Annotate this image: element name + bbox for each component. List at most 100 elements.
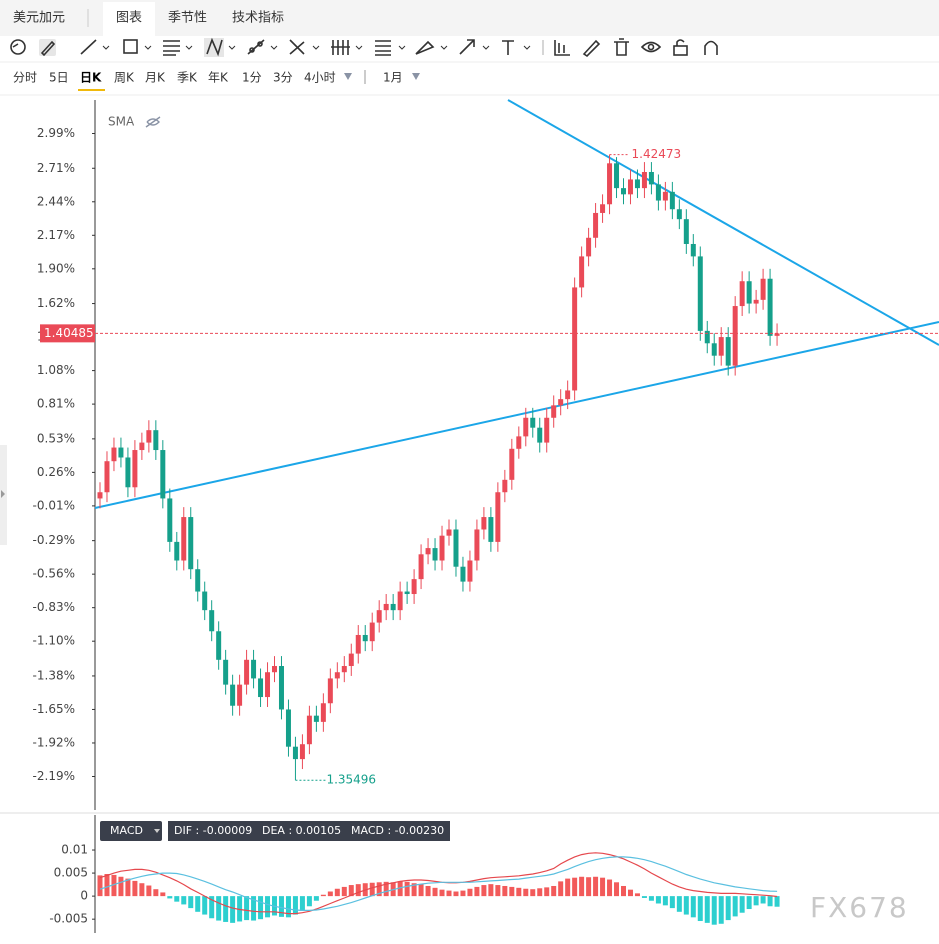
macd-bar	[258, 896, 264, 920]
macd-bar	[341, 886, 347, 897]
macd-bar	[306, 896, 312, 907]
candle-body	[223, 659, 229, 685]
macd-bar	[202, 896, 208, 915]
macd-bar	[593, 876, 599, 897]
y-tick-label: -0.29%	[33, 533, 75, 547]
candle-body	[662, 191, 668, 201]
period[interactable]: 1分	[242, 71, 262, 85]
tab[interactable]: 季节性	[168, 11, 207, 26]
candle-body	[648, 171, 654, 185]
macd-bar	[474, 886, 480, 897]
candle-body	[369, 622, 375, 642]
low-label: 1.35496	[326, 773, 376, 787]
candle-body	[488, 517, 494, 542]
candle-body	[537, 427, 543, 443]
candle-body	[118, 447, 124, 458]
macd-bar	[718, 896, 724, 924]
macd-bar	[641, 896, 647, 898]
period[interactable]: 分时	[13, 71, 37, 85]
macd-bar	[523, 888, 529, 897]
macd-bar	[551, 885, 557, 897]
candle-body	[313, 715, 319, 722]
period[interactable]: 季K	[177, 71, 198, 85]
candle-body	[251, 659, 257, 679]
macd-bar	[579, 876, 585, 897]
candle-body	[376, 610, 382, 623]
y-tick-label: 0.53%	[37, 431, 75, 445]
indicator-label: SMA	[108, 115, 135, 129]
macd-bar	[348, 885, 354, 897]
macd-bar	[153, 889, 159, 897]
candle-body	[111, 447, 117, 462]
tab[interactable]: 图表	[116, 11, 142, 26]
macd-bar	[104, 874, 110, 897]
candle-body	[104, 461, 110, 493]
macd-bar	[397, 881, 403, 897]
y-tick-label: -0.005	[49, 912, 88, 926]
macd-bar	[697, 896, 703, 922]
period[interactable]: 日K	[80, 71, 102, 85]
macd-bar	[502, 885, 508, 897]
candle-body	[439, 535, 445, 561]
candle-body	[265, 672, 271, 698]
period[interactable]: 年K	[208, 71, 229, 85]
macd-bar	[265, 896, 271, 918]
candle-body	[446, 529, 452, 536]
y-tick-label: 2.99%	[37, 126, 75, 140]
candle-body	[460, 566, 466, 582]
candle-body	[285, 709, 291, 747]
macd-bar	[669, 896, 675, 909]
macd-bar	[195, 896, 201, 912]
macd-bar	[704, 896, 710, 923]
macd-bar	[418, 884, 424, 897]
tab-bar	[0, 0, 939, 36]
y-tick-label: 1.08%	[37, 363, 75, 377]
macd-bar	[355, 884, 361, 897]
period[interactable]: 1月	[383, 71, 403, 85]
candle-body	[167, 498, 173, 542]
candle-body	[711, 343, 717, 356]
candle-body	[760, 278, 766, 300]
macd-bar	[614, 882, 620, 897]
macd-bar	[537, 888, 543, 897]
y-tick-label: -1.65%	[33, 702, 75, 716]
macd-bar	[732, 896, 738, 917]
macd-bar	[481, 885, 487, 897]
visibility-icon[interactable]	[145, 116, 161, 128]
y-tick-label: -0.83%	[33, 600, 75, 614]
period[interactable]: 月K	[145, 71, 166, 85]
macd-bar	[160, 892, 166, 897]
period[interactable]: 5日	[49, 71, 69, 85]
candle-body	[593, 212, 599, 238]
period[interactable]: 3分	[273, 71, 293, 85]
candle-body	[237, 684, 243, 706]
candle-body	[327, 678, 333, 704]
candle-body	[481, 517, 487, 530]
macd-bar	[432, 887, 438, 897]
tab[interactable]: 技术指标	[232, 11, 284, 26]
macd-bar	[292, 896, 298, 915]
period[interactable]: 周K	[114, 71, 135, 85]
candle-body	[292, 746, 298, 760]
candle-body	[523, 417, 529, 437]
dropdown-arrows	[344, 73, 420, 80]
macd-bar	[586, 877, 592, 897]
macd-bar	[285, 896, 291, 918]
macd-bar	[621, 885, 626, 897]
macd-bar	[383, 881, 389, 897]
y-tick-label: -0.01%	[33, 498, 75, 512]
y-tick-label: -2.19%	[33, 769, 75, 783]
y-tick-label: 0.005	[54, 866, 88, 880]
candle-body	[306, 715, 312, 745]
candle-body	[600, 204, 606, 213]
candle-body	[139, 442, 145, 451]
period[interactable]: 4小时	[304, 71, 336, 85]
legend-label: DEA : 0.00105	[262, 824, 341, 837]
candle-body	[641, 171, 647, 189]
toolbar	[10, 37, 718, 58]
macd-bar	[600, 877, 606, 897]
candle-body	[181, 517, 187, 561]
indicator-button[interactable]	[100, 821, 162, 841]
